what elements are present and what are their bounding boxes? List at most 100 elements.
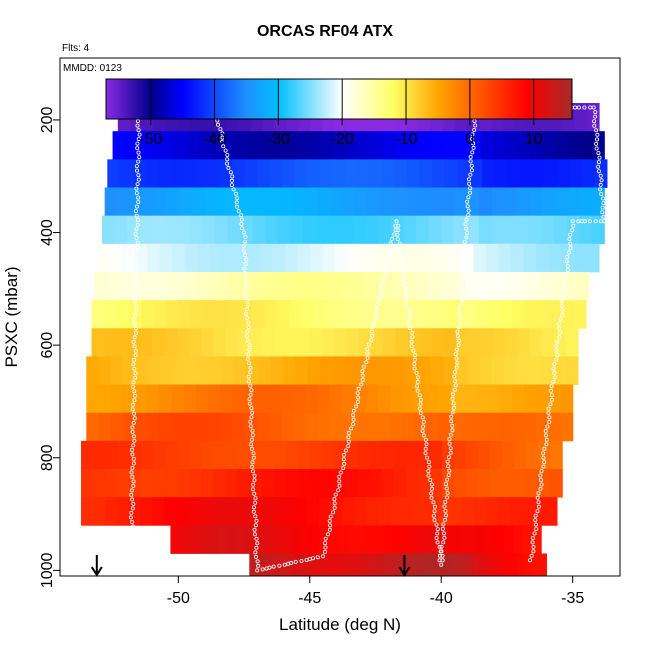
track-point [458, 320, 463, 325]
heatmap-cell [430, 356, 444, 385]
heatmap-cell [271, 553, 280, 577]
heatmap-cell [313, 300, 327, 329]
track-point [565, 254, 570, 259]
heatmap-cell [93, 469, 106, 498]
heatmap-cell [402, 384, 416, 414]
track-point [446, 464, 451, 469]
heatmap-cell [412, 553, 421, 577]
track-point [229, 183, 234, 188]
track-point [384, 267, 389, 272]
heatmap-cell [514, 469, 527, 498]
track-point [472, 127, 477, 132]
heatmap-cell [538, 440, 551, 470]
heatmap-cell [511, 384, 525, 414]
track-point [310, 556, 315, 561]
track-point [252, 527, 257, 532]
heatmap-cell [414, 497, 427, 526]
track-point [328, 514, 333, 519]
track-point [568, 241, 573, 246]
track-point [241, 244, 246, 249]
heatmap-cell [232, 384, 245, 414]
heatmap-cell [365, 384, 379, 414]
colorbar-gradient [105, 78, 573, 120]
heatmap-cell [268, 384, 282, 414]
heatmap-cell [260, 243, 274, 273]
heatmap-cell [267, 187, 281, 217]
heatmap-cell [550, 469, 563, 498]
track-point [450, 423, 455, 428]
heatmap-cell [104, 187, 118, 217]
heatmap-cell [247, 131, 261, 160]
heatmap-cell [526, 440, 539, 470]
heatmap-cell [341, 187, 356, 217]
track-point [218, 127, 223, 132]
track-point [129, 551, 134, 556]
track-point [547, 415, 552, 420]
track-point [249, 464, 254, 469]
track-point [134, 227, 139, 232]
heatmap-cell [107, 159, 121, 188]
heatmap-cell [307, 356, 321, 385]
track-point [454, 347, 459, 352]
track-point [562, 281, 567, 286]
track-point [468, 190, 473, 195]
track-point [543, 428, 548, 433]
heatmap-cell [574, 103, 588, 132]
track-point [377, 298, 382, 303]
track-point [136, 150, 141, 155]
heatmap-cell [474, 300, 488, 329]
track-point [351, 413, 356, 418]
track-point [448, 450, 453, 455]
heatmap-cell [457, 553, 466, 577]
heatmap-cell [393, 469, 407, 498]
track-point [465, 204, 470, 209]
track-point [439, 544, 444, 549]
heatmap-cell [477, 440, 491, 470]
track-point [134, 330, 139, 335]
heatmap-cell [489, 440, 503, 470]
track-point [133, 326, 138, 331]
heatmap-cell [147, 384, 160, 414]
heatmap-cell [209, 356, 223, 385]
heatmap-cell [235, 525, 246, 554]
heatmap-cell [475, 412, 489, 442]
heatmap-cell [539, 271, 552, 301]
track-point [461, 271, 466, 276]
heatmap-cell [215, 300, 229, 329]
track-point [360, 373, 365, 378]
heatmap-cell [98, 384, 112, 414]
heatmap-cell [501, 553, 510, 577]
heatmap-cell [328, 215, 342, 245]
heatmap-cell [565, 356, 579, 385]
track-point [403, 286, 408, 291]
heatmap-cell [86, 412, 100, 442]
track-point [471, 141, 476, 146]
heatmap-cell [391, 187, 406, 217]
track-point [434, 522, 439, 527]
track-point [536, 500, 541, 505]
heatmap-cell [392, 525, 403, 554]
track-point [255, 559, 260, 564]
track-point [239, 226, 244, 231]
heatmap-cell [449, 497, 463, 526]
track-point [253, 514, 258, 519]
track-point [136, 173, 141, 178]
track-point [431, 500, 436, 505]
heatmap-cell [332, 159, 346, 188]
heatmap-cell [81, 469, 94, 498]
heatmap-cell [541, 187, 555, 217]
heatmap-cell [405, 469, 419, 498]
track-point [407, 312, 412, 317]
heatmap-cell [188, 497, 201, 526]
track-point [245, 329, 250, 334]
heatmap-cell [114, 215, 128, 245]
track-point [599, 178, 604, 183]
heatmap-cell [407, 328, 421, 357]
track-point [244, 307, 249, 312]
track-point [131, 483, 136, 488]
heatmap-cell [524, 384, 537, 414]
heatmap-cell [357, 469, 371, 498]
x-axis-label: Latitude (deg N) [279, 615, 401, 634]
heatmap-cell [225, 328, 239, 357]
track-point [460, 280, 465, 285]
